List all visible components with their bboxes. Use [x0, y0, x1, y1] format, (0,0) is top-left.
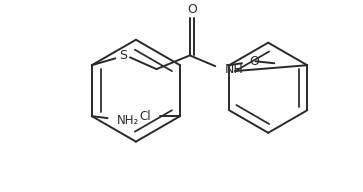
Text: O: O [187, 3, 197, 16]
Text: NH: NH [225, 63, 244, 76]
Text: NH₂: NH₂ [117, 114, 139, 127]
Text: O: O [249, 55, 259, 68]
Text: S: S [119, 49, 127, 62]
Text: Cl: Cl [139, 110, 151, 123]
